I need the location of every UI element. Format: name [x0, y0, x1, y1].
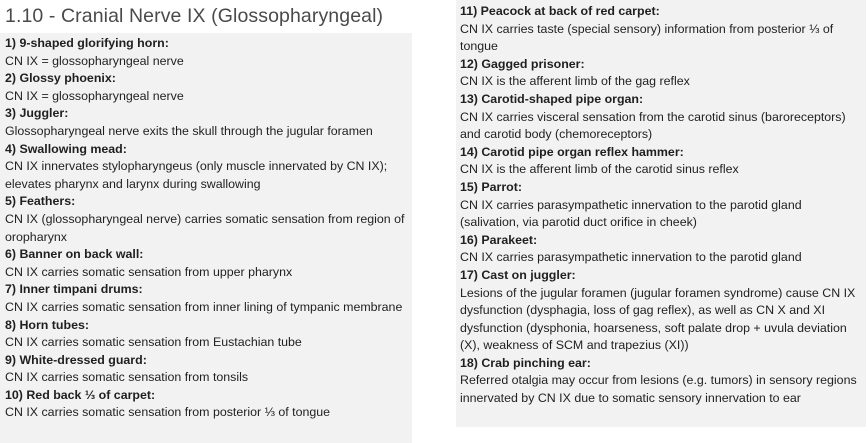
entry-text: CN IX is the afferent limb of the gag re…: [460, 74, 690, 89]
entry-text: CN IX carries parasympathetic innervatio…: [460, 250, 802, 265]
entry: 7) Inner timpani drums: CN IX carries som…: [5, 281, 410, 316]
entry: 15) Parrot: CN IX carries parasympathetic…: [460, 179, 864, 232]
entry: 10) Red back ⅓ of carpet: CN IX carries s…: [5, 387, 410, 422]
entry: 18) Crab pinching ear: Referred otalgia m…: [460, 355, 864, 408]
entry: 2) Glossy phoenix: CN IX = glossopharynge…: [5, 70, 410, 105]
entry-text: CN IX innervates stylopharyngeus (only m…: [5, 159, 388, 191]
entry: 4) Swallowing mead: CN IX innervates styl…: [5, 141, 410, 194]
entry: 14) Carotid pipe organ reflex hammer: CN …: [460, 144, 864, 179]
entry-text: CN IX carries visceral sensation from th…: [460, 109, 846, 142]
entry: 12) Gagged prisoner: CN IX is the afferen…: [460, 56, 864, 91]
entry-text: Lesions of the jugular foramen (jugular …: [460, 285, 856, 353]
entry: 8) Horn tubes: CN IX carries somatic sens…: [5, 317, 410, 352]
entry-heading: 1) 9-shaped glorifying horn:: [5, 36, 169, 50]
entry-text: Glossopharyngeal nerve exits the skull t…: [5, 123, 373, 138]
entry: 3) Juggler: Glossopharyngeal nerve exits …: [5, 105, 410, 140]
entry-text: CN IX (glossopharyngeal nerve) carries s…: [5, 211, 405, 244]
entry-text: CN IX carries somatic sensation from inn…: [5, 299, 403, 314]
entry-text: CN IX carries somatic sensation from pos…: [5, 405, 331, 420]
entry-heading: 13) Carotid-shaped pipe organ:: [460, 91, 644, 106]
entry-heading: 14) Carotid pipe organ reflex hammer:: [460, 144, 684, 159]
entry-text: CN IX carries parasympathetic innervatio…: [460, 197, 802, 230]
entry-heading: 18) Crab pinching ear:: [460, 355, 591, 370]
right-column: 11) Peacock at back of red carpet: CN IX …: [456, 0, 866, 427]
entry: 13) Carotid-shaped pipe organ: CN IX carr…: [460, 91, 864, 144]
entry-heading: 12) Gagged prisoner:: [460, 56, 585, 71]
entry-heading: 11) Peacock at back of red carpet:: [460, 4, 660, 18]
entry-text: Referred otalgia may occur from lesions …: [460, 373, 857, 406]
entry-heading: 5) Feathers:: [5, 194, 76, 209]
entry-heading: 8) Horn tubes:: [5, 317, 89, 332]
entry-heading: 7) Inner timpani drums:: [5, 282, 143, 297]
entry-text: CN IX carries somatic sensation from Eus…: [5, 335, 302, 350]
entry-heading: 9) White-dressed guard:: [5, 352, 147, 367]
entry: 9) White-dressed guard: CN IX carries som…: [5, 352, 410, 387]
entry-text: CN IX carries taste (special sensory) in…: [460, 21, 834, 54]
page-title: 1.10 - Cranial Nerve IX (Glossopharyngea…: [5, 5, 384, 27]
entry-text: CN IX = glossopharyngeal nerve: [5, 88, 184, 103]
entry: 6) Banner on back wall: CN IX carries som…: [5, 246, 410, 281]
entry-text: CN IX carries somatic sensation from ton…: [5, 370, 249, 385]
entry-heading: 16) Parakeet:: [460, 232, 538, 247]
entry-text: CN IX carries somatic sensation from upp…: [5, 264, 293, 279]
entry: 17) Cast on juggler: Lesions of the jugul…: [460, 267, 864, 355]
entry-heading: 6) Banner on back wall:: [5, 247, 144, 262]
entry: 16) Parakeet: CN IX carries parasympathet…: [460, 232, 864, 267]
entry-heading: 17) Cast on juggler:: [460, 267, 576, 282]
entry: 5) Feathers: CN IX (glossopharyngeal nerv…: [5, 193, 410, 246]
entry: 11) Peacock at back of red carpet: CN IX …: [460, 3, 864, 56]
entry-heading: 2) Glossy phoenix:: [5, 71, 116, 86]
entry-text: CN IX is the afferent limb of the caroti…: [460, 162, 739, 177]
entry-heading: 15) Parrot:: [460, 179, 522, 194]
entry: 1) 9-shaped glorifying horn: CN IX = glos…: [5, 35, 410, 70]
entry-heading: 3) Juggler:: [5, 106, 69, 121]
entry-heading: 10) Red back ⅓ of carpet:: [5, 387, 156, 402]
left-column: 1) 9-shaped glorifying horn: CN IX = glos…: [0, 33, 412, 443]
entry-text: CN IX = glossopharyngeal nerve: [5, 53, 184, 68]
entry-heading: 4) Swallowing mead:: [5, 141, 127, 156]
